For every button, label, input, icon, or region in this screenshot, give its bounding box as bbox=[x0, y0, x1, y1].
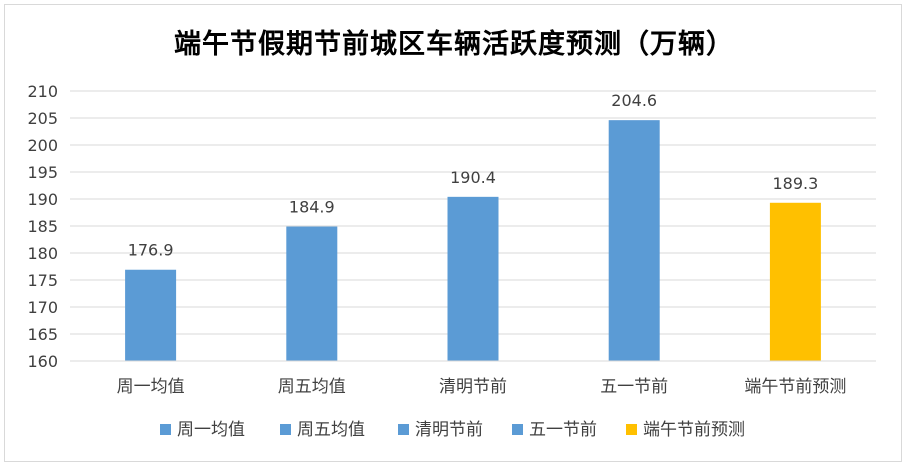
y-tick-label: 180 bbox=[27, 244, 58, 263]
x-tick-label: 周五均值 bbox=[278, 377, 346, 397]
legend-item: 端午节前预测 bbox=[626, 420, 745, 440]
bar bbox=[769, 202, 821, 361]
legend: 周一均值 周五均值 清明节前 五一节前 端午节前预测 bbox=[160, 420, 745, 440]
y-tick-label: 175 bbox=[27, 271, 58, 290]
legend-item: 周五均值 bbox=[280, 420, 365, 440]
x-tick-label: 清明节前 bbox=[439, 377, 507, 397]
legend-label: 清明节前 bbox=[415, 420, 483, 440]
bar bbox=[286, 226, 338, 361]
data-label: 176.9 bbox=[128, 241, 174, 260]
y-tick-label: 210 bbox=[27, 82, 58, 101]
data-label: 204.6 bbox=[611, 91, 657, 110]
x-tick-label: 周一均值 bbox=[117, 377, 185, 397]
legend-swatch bbox=[512, 424, 523, 435]
bar bbox=[125, 269, 177, 361]
data-label: 189.3 bbox=[772, 174, 818, 193]
y-tick-label: 190 bbox=[27, 190, 58, 209]
legend-swatch bbox=[398, 424, 409, 435]
y-tick-label: 170 bbox=[27, 298, 58, 317]
x-axis: 周一均值 周五均值 清明节前 五一节前 端午节前预测 bbox=[70, 360, 876, 397]
legend-label: 五一节前 bbox=[529, 420, 597, 440]
legend-item: 五一节前 bbox=[512, 420, 597, 440]
legend-label: 周一均值 bbox=[177, 420, 245, 440]
bar bbox=[447, 196, 499, 361]
y-axis: 160 165 170 175 180 185 190 195 200 205 210 bbox=[27, 82, 58, 371]
y-tick-label: 205 bbox=[27, 109, 58, 128]
y-tick-label: 165 bbox=[27, 325, 58, 344]
legend-label: 端午节前预测 bbox=[643, 420, 745, 440]
bar bbox=[608, 120, 660, 361]
y-tick-label: 160 bbox=[27, 352, 58, 371]
x-tick-label: 端午节前预测 bbox=[744, 377, 846, 397]
chart-title: 端午节假期节前城区车辆活跃度预测（万辆） bbox=[174, 29, 734, 60]
legend-item: 清明节前 bbox=[398, 420, 483, 440]
bars bbox=[125, 120, 821, 361]
y-tick-label: 200 bbox=[27, 136, 58, 155]
data-labels: 176.9 184.9 190.4 204.6 189.3 bbox=[128, 91, 819, 260]
legend-swatch bbox=[280, 424, 291, 435]
y-tick-label: 195 bbox=[27, 163, 58, 182]
data-label: 184.9 bbox=[289, 198, 335, 217]
legend-item: 周一均值 bbox=[160, 420, 245, 440]
legend-label: 周五均值 bbox=[297, 420, 365, 440]
y-tick-label: 185 bbox=[27, 217, 58, 236]
x-tick-label: 五一节前 bbox=[600, 377, 668, 397]
data-label: 190.4 bbox=[450, 168, 496, 187]
legend-swatch bbox=[160, 424, 171, 435]
legend-swatch bbox=[626, 424, 637, 435]
